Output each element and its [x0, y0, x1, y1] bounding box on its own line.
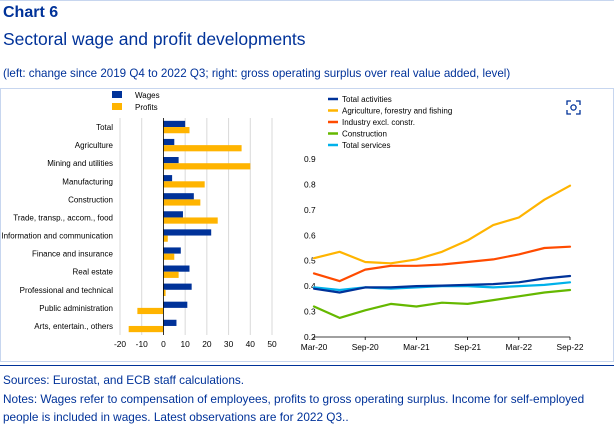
- x-tick-label: 0: [161, 339, 166, 349]
- wages-bar: [163, 211, 183, 218]
- legend-label: Industry excl. constr.: [342, 118, 415, 127]
- y-tick-label: 0.7: [304, 205, 316, 215]
- x-tick-label: Mar-21: [403, 342, 430, 352]
- profits-bar: [163, 217, 218, 224]
- profits-bar: [137, 307, 164, 315]
- legend-label: Wages: [135, 91, 160, 100]
- x-tick-label: 30: [224, 339, 234, 349]
- wages-bar: [163, 319, 177, 326]
- category-label: Professional and technical: [20, 286, 114, 295]
- agriculture-line: [312, 184, 572, 265]
- x-tick-label: Mar-20: [301, 342, 328, 352]
- profits-bar: [163, 127, 190, 134]
- wages-bar: [163, 229, 212, 236]
- total-activities-line: [312, 274, 572, 294]
- category-label: Information and communication: [1, 232, 113, 241]
- wages-bar: [163, 138, 175, 146]
- y-tick-label: 0.3: [304, 307, 316, 317]
- chart-title: Sectoral wage and profit developments: [3, 29, 306, 49]
- legend-label: Construction: [342, 130, 387, 139]
- y-tick-label: 0.5: [304, 256, 316, 266]
- top-divider: [0, 0, 614, 1]
- category-label: Mining and utilities: [47, 159, 113, 168]
- y-tick-label: 0.9: [304, 154, 316, 164]
- legend-label: Total services: [342, 141, 390, 150]
- wages-bar: [163, 193, 194, 200]
- construction-line: [312, 288, 572, 319]
- category-label: Finance and insurance: [32, 250, 113, 259]
- category-label: Total: [96, 123, 113, 132]
- chart-subtitle: (left: change since 2019 Q4 to 2022 Q3; …: [3, 67, 511, 80]
- x-tick-label: Sep-20: [352, 342, 379, 352]
- wages-bar: [163, 175, 173, 182]
- wages-bar: [163, 247, 181, 254]
- x-tick-label: Sep-21: [454, 342, 481, 352]
- chart-number: Chart 6: [3, 4, 59, 21]
- wages-bar: [163, 157, 179, 164]
- legend-label: Profits: [135, 103, 158, 112]
- footer-divider: [0, 365, 614, 366]
- profits-bar: [163, 199, 201, 206]
- category-label: Construction: [68, 195, 113, 204]
- x-tick-label: -10: [136, 339, 148, 349]
- expand-icon[interactable]: [565, 99, 582, 116]
- profits-bar: [163, 235, 168, 242]
- legend-label: Agriculture, forestry and fishing: [342, 107, 452, 116]
- x-tick-label: Mar-22: [506, 342, 533, 352]
- category-label: Agriculture: [75, 141, 114, 150]
- x-tick-label: 10: [180, 339, 190, 349]
- sources-note: Sources: Eurostat, and ECB staff calcula…: [3, 373, 245, 387]
- y-tick-label: 0.6: [304, 230, 316, 240]
- bar-chart: Total Agriculture Mining and utilities Manu…: [1, 91, 277, 349]
- category-label: Real estate: [73, 268, 114, 277]
- x-tick-label: Sep-22: [556, 342, 583, 352]
- profits-bar: [128, 325, 164, 333]
- wages-bar: [163, 301, 188, 308]
- x-tick-label: -20: [114, 339, 126, 349]
- notes-line-1: Notes: Wages refer to compensation of em…: [3, 392, 585, 406]
- profits-bar: [163, 289, 166, 296]
- x-tick-label: 50: [267, 339, 277, 349]
- wages-bar: [163, 265, 190, 272]
- profits-bar: [163, 163, 251, 170]
- wages-bar: [163, 283, 192, 290]
- category-label: Trade, transp., accom., food: [13, 213, 113, 222]
- category-label: Manufacturing: [62, 177, 113, 186]
- y-tick-label: 0.2: [304, 332, 316, 342]
- notes-line-2: people is included in wages. Latest obse…: [3, 410, 349, 424]
- legend-label: Total activities: [342, 95, 392, 104]
- profits-bar: [163, 271, 179, 278]
- x-tick-label: 40: [246, 339, 256, 349]
- y-tick-label: 0.8: [304, 179, 316, 189]
- industry-line: [312, 245, 572, 283]
- profits-bar: [163, 253, 175, 260]
- x-tick-label: 20: [202, 339, 212, 349]
- category-label: Arts, entertain., others: [34, 322, 113, 331]
- profits-bar: [163, 181, 205, 188]
- wages-bar: [163, 120, 186, 128]
- legend-swatch: [112, 103, 122, 110]
- category-label: Public administration: [39, 304, 113, 313]
- line-chart: 0.2 0.3 0.4 0.5 0.6 0.7 0.8 0.9 Mar-20 Sep-20 Mar-…: [301, 95, 584, 352]
- y-tick-label: 0.4: [304, 281, 316, 291]
- legend-swatch: [112, 91, 122, 98]
- profits-bar: [163, 145, 242, 152]
